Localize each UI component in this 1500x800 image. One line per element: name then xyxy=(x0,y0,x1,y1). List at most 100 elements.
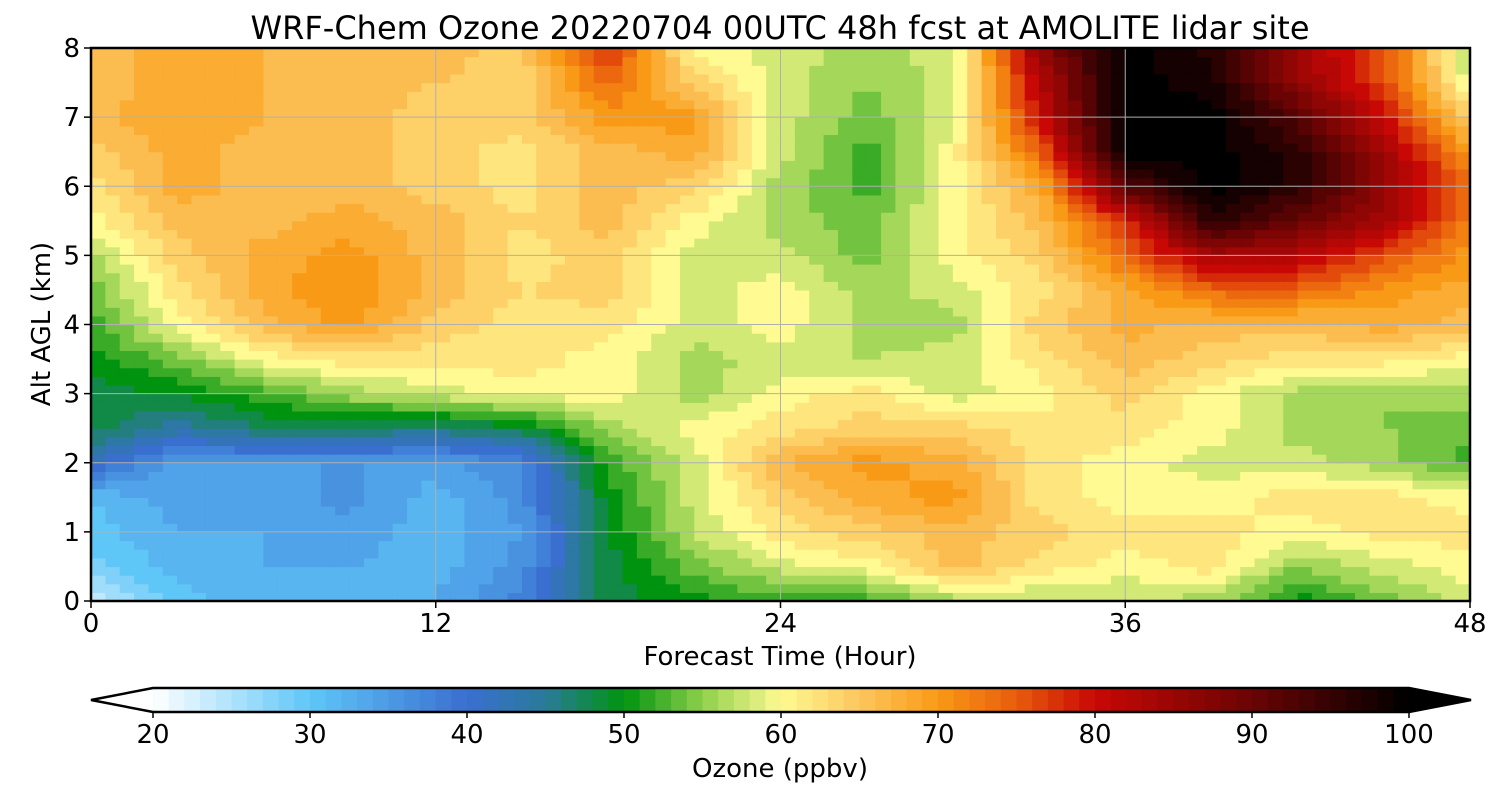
heatmap-cell xyxy=(1311,557,1327,568)
heatmap-cell xyxy=(708,264,724,274)
heatmap-cell xyxy=(1240,168,1256,179)
heatmap-cell xyxy=(866,272,882,282)
heatmap-cell xyxy=(335,307,351,317)
heatmap-cell xyxy=(162,350,178,360)
heatmap-cell xyxy=(148,523,164,533)
heatmap-cell xyxy=(320,523,336,533)
heatmap-cell xyxy=(895,160,911,170)
heatmap-cell xyxy=(837,367,853,377)
heatmap-cell xyxy=(967,566,983,576)
heatmap-cell xyxy=(723,272,738,282)
heatmap-cell xyxy=(694,272,710,282)
heatmap-cell xyxy=(952,220,968,231)
heatmap-cell xyxy=(1168,315,1184,326)
heatmap-cell xyxy=(665,151,681,161)
heatmap-cell xyxy=(708,480,724,490)
heatmap-cell xyxy=(1125,350,1141,360)
heatmap-cell xyxy=(134,540,150,550)
heatmap-cell xyxy=(478,583,494,593)
heatmap-cell xyxy=(1225,177,1241,187)
heatmap-cell xyxy=(421,505,437,516)
heatmap-cell xyxy=(622,194,638,205)
heatmap-cell xyxy=(91,359,106,369)
heatmap-cell xyxy=(378,367,394,377)
heatmap-cell xyxy=(1197,272,1213,282)
heatmap-cell xyxy=(1355,454,1371,464)
heatmap-cell xyxy=(1053,592,1069,601)
heatmap-cell xyxy=(1254,410,1270,421)
heatmap-cell xyxy=(1197,341,1213,352)
heatmap-cell xyxy=(751,220,767,231)
heatmap-cell xyxy=(1197,315,1213,326)
heatmap-cell xyxy=(794,160,810,170)
heatmap-cell xyxy=(1153,177,1169,187)
heatmap-cell xyxy=(1067,359,1083,369)
heatmap-cell xyxy=(320,324,336,334)
heatmap-cell xyxy=(536,531,552,542)
heatmap-cell xyxy=(277,212,293,222)
heatmap-cell xyxy=(1182,246,1198,256)
heatmap-cell xyxy=(837,272,853,282)
heatmap-cell xyxy=(1153,350,1169,360)
heatmap-cell xyxy=(478,393,494,403)
heatmap-cell xyxy=(320,229,336,239)
heatmap-cell xyxy=(1383,350,1399,360)
heatmap-cell xyxy=(1398,333,1414,343)
heatmap-cell xyxy=(1125,238,1141,248)
heatmap-cell xyxy=(852,549,868,559)
heatmap-cell xyxy=(249,333,264,343)
heatmap-cell xyxy=(723,160,738,170)
heatmap-cell xyxy=(579,454,595,464)
heatmap-cell xyxy=(1067,238,1083,248)
heatmap-cell xyxy=(335,566,351,576)
heatmap-cell xyxy=(938,272,954,282)
heatmap-cell xyxy=(665,497,681,507)
heatmap-cell xyxy=(1082,592,1098,601)
heatmap-cell xyxy=(1053,402,1069,412)
heatmap-cell xyxy=(478,255,494,265)
heatmap-cell xyxy=(1297,471,1313,481)
heatmap-cell xyxy=(593,194,609,205)
heatmap-cell xyxy=(909,177,925,187)
heatmap-cell xyxy=(981,315,997,326)
heatmap-cell xyxy=(407,505,422,516)
heatmap-cell xyxy=(1369,333,1385,343)
heatmap-cell xyxy=(507,324,523,334)
heatmap-cell xyxy=(852,497,868,507)
heatmap-cell xyxy=(1326,410,1342,421)
heatmap-cell xyxy=(1297,393,1313,403)
heatmap-cell xyxy=(493,514,509,524)
heatmap-cell xyxy=(191,359,207,369)
heatmap-cell xyxy=(938,454,954,464)
heatmap-cell xyxy=(608,419,624,429)
heatmap-cell xyxy=(1383,514,1399,524)
heatmap-cell xyxy=(751,367,767,377)
heatmap-cell xyxy=(967,229,983,239)
heatmap-cell xyxy=(1067,384,1083,395)
heatmap-cell xyxy=(435,298,451,308)
heatmap-cell xyxy=(1082,177,1098,187)
heatmap-cell xyxy=(478,402,494,412)
heatmap-cell xyxy=(924,419,940,429)
heatmap-cell xyxy=(1225,376,1241,386)
heatmap-cell xyxy=(550,523,566,533)
heatmap-cell xyxy=(1283,160,1299,170)
heatmap-cell xyxy=(177,583,193,593)
heatmap-cell xyxy=(751,462,767,472)
heatmap-cell xyxy=(1240,540,1256,550)
heatmap-cell xyxy=(1283,289,1299,300)
heatmap-cell xyxy=(249,488,264,498)
heatmap-cell xyxy=(148,333,164,343)
heatmap-cell xyxy=(924,333,940,343)
heatmap-cell xyxy=(263,410,279,421)
heatmap-cell xyxy=(1153,428,1169,438)
heatmap-cell xyxy=(1326,557,1342,568)
heatmap-cell xyxy=(435,160,451,170)
heatmap-cell xyxy=(1096,151,1112,161)
heatmap-cell xyxy=(608,203,624,213)
heatmap-cell xyxy=(579,324,595,334)
heatmap-cell xyxy=(608,324,624,334)
heatmap-cell xyxy=(249,359,264,369)
heatmap-cell xyxy=(1096,471,1112,481)
heatmap-cell xyxy=(1412,229,1428,239)
